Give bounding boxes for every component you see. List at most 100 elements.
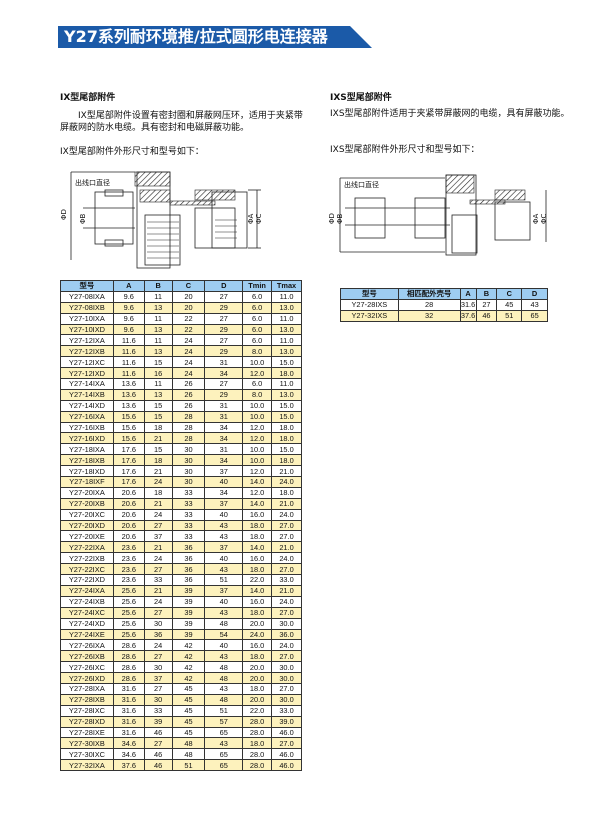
value-cell: 30 [171, 465, 206, 478]
column-header: D [204, 280, 244, 292]
value-cell: 46 [143, 748, 173, 761]
value-cell: 11.6 [112, 334, 145, 347]
value-cell: 31 [204, 410, 244, 423]
model-cell: Y27-24IXA [60, 584, 114, 597]
value-cell: 45 [171, 715, 206, 728]
value-cell: 33 [143, 574, 173, 586]
table-row: Y27-10IXA 9.6 11 22 27 6.0 11.0 [60, 312, 302, 325]
model-cell: Y27-24IXD [60, 617, 114, 630]
value-cell: 24.0 [271, 508, 302, 521]
table-row: Y27-10IXD 9.6 13 22 29 6.0 13.0 [60, 323, 302, 336]
value-cell: 33 [171, 497, 206, 510]
model-cell: Y27-10IXA [60, 312, 114, 325]
value-cell: 51 [204, 574, 244, 586]
value-cell: 43 [204, 530, 244, 543]
value-cell: 17.6 [112, 465, 145, 478]
value-cell: 18 [143, 454, 173, 467]
model-cell: Y27-24IXC [60, 606, 114, 619]
value-cell: 22.0 [242, 704, 273, 717]
model-cell: Y27-28IXE [60, 726, 114, 739]
value-cell: 20.0 [242, 693, 273, 706]
column-header: B [475, 288, 498, 300]
value-cell: 42 [171, 661, 206, 674]
ix-drawing: 出线口直径 ΦD ΦB ΦA ΦC [60, 171, 263, 269]
table-header-row: 型号 A B C D Tmin Tmax [60, 280, 302, 292]
value-cell: 12.0 [242, 486, 273, 499]
table-header-row: 型号 相匹配外壳号 A B C D [340, 288, 548, 300]
table-row: Y27-16IXB 15.6 18 28 34 12.0 18.0 [60, 421, 302, 434]
value-cell: 30 [143, 617, 173, 630]
column-header: D [521, 288, 548, 300]
table-row: Y27-20IXE 20.6 37 33 43 18.0 27.0 [60, 530, 302, 543]
value-cell: 31.6 [112, 682, 145, 695]
value-cell: 18 [143, 421, 173, 434]
value-cell: 42 [171, 672, 206, 684]
value-cell: 45 [171, 726, 206, 739]
value-cell: 48 [204, 661, 244, 674]
value-cell: 43 [204, 737, 244, 750]
ixs-outlet-label: 出线口直径 [344, 180, 379, 189]
value-cell: 14.0 [242, 497, 273, 510]
value-cell: 24 [171, 356, 206, 369]
value-cell: 48 [171, 737, 206, 750]
value-cell: 20.6 [112, 497, 145, 510]
value-cell: 13 [143, 301, 173, 314]
value-cell: 45 [171, 704, 206, 717]
value-cell: 13.0 [271, 323, 302, 336]
value-cell: 11.6 [112, 367, 145, 380]
model-cell: Y27-12IXB [60, 345, 114, 358]
table-row: Y27-12IXC 11.6 15 24 31 10.0 15.0 [60, 356, 302, 369]
model-cell: Y27-26IXC [60, 661, 114, 674]
value-cell: 21 [143, 465, 173, 478]
value-cell: 16 [143, 367, 173, 380]
value-cell: 37.6 [459, 309, 477, 322]
value-cell: 14.0 [242, 476, 273, 488]
value-cell: 36 [143, 628, 173, 641]
value-cell: 6.0 [242, 290, 273, 303]
value-cell: 15 [143, 410, 173, 423]
value-cell: 33 [143, 704, 173, 717]
column-header: B [143, 280, 173, 292]
model-cell: Y27-28IXD [60, 715, 114, 728]
model-cell: Y27-10IXD [60, 323, 114, 336]
table-row: Y27-12IXB 11.6 13 24 29 8.0 13.0 [60, 345, 302, 358]
value-cell: 18.0 [242, 530, 273, 543]
model-cell: Y27-30IXB [60, 737, 114, 750]
value-cell: 15 [143, 356, 173, 369]
value-cell: 34 [204, 432, 244, 445]
value-cell: 45 [171, 693, 206, 706]
table-row: Y27-26IXC 28.6 30 42 48 20.0 30.0 [60, 661, 302, 674]
value-cell: 27.0 [271, 563, 302, 576]
value-cell: 12.0 [242, 367, 273, 380]
value-cell: 18.0 [242, 650, 273, 663]
table-row: Y27-24IXD 25.6 30 39 48 20.0 30.0 [60, 617, 302, 630]
value-cell: 65 [521, 309, 548, 322]
ixs-heading: IXS型尾部附件 [330, 93, 392, 103]
value-cell: 11 [143, 334, 173, 347]
value-cell: 30 [171, 454, 206, 467]
ixs-dim-b: ΦB [336, 213, 344, 224]
table-row: Y27-28IXC 31.6 33 45 51 22.0 33.0 [60, 704, 302, 717]
value-cell: 10.0 [242, 410, 273, 423]
value-cell: 27 [204, 378, 244, 390]
model-cell: Y27-22IXB [60, 552, 114, 565]
ixs-dim-d: ΦD [328, 213, 336, 224]
value-cell: 45 [496, 298, 523, 311]
value-cell: 11 [143, 378, 173, 390]
ixs-dim-c: ΦC [540, 213, 548, 224]
model-cell: Y27-26IXD [60, 672, 114, 684]
value-cell: 6.0 [242, 323, 273, 336]
value-cell: 28.6 [112, 650, 145, 663]
value-cell: 48 [171, 748, 206, 761]
value-cell: 54 [204, 628, 244, 641]
value-cell: 27 [204, 334, 244, 347]
value-cell: 33.0 [271, 574, 302, 586]
table-row: Y27-22IXB 23.6 24 36 40 16.0 24.0 [60, 552, 302, 565]
value-cell: 22.0 [242, 574, 273, 586]
table-row: Y27-24IXC 25.6 27 39 43 18.0 27.0 [60, 606, 302, 619]
value-cell: 30 [143, 693, 173, 706]
value-cell: 16.0 [242, 595, 273, 608]
value-cell: 20.0 [242, 661, 273, 674]
model-cell: Y27-30IXC [60, 748, 114, 761]
